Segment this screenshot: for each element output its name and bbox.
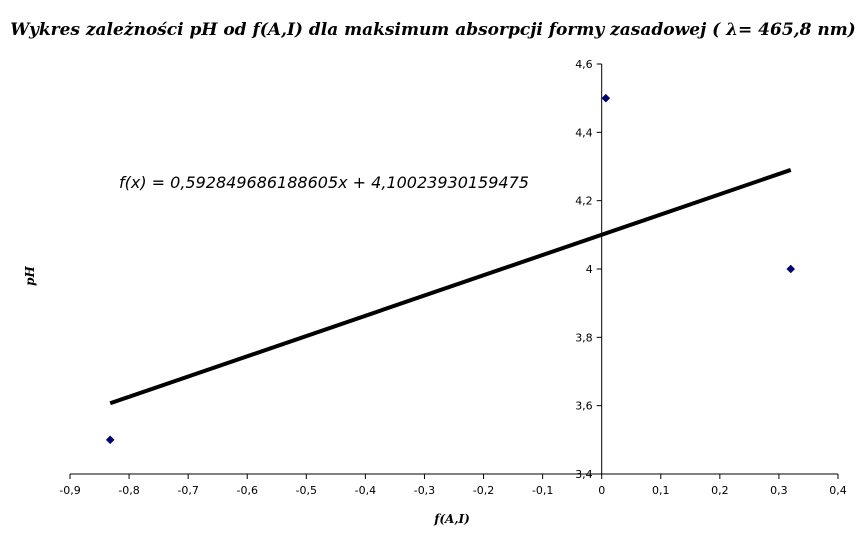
y-tick-label: 4,4 [575,126,593,139]
y-tick-label: 4 [586,263,593,276]
x-tick-label: 0,3 [770,484,788,497]
x-tick-label: -0,1 [532,484,553,497]
x-tick-label: 0,1 [652,484,670,497]
x-tick-label: 0 [598,484,605,497]
y-tick-label: 3,4 [575,468,593,481]
y-tick-label: 3,6 [575,400,593,413]
x-tick-label: 0,4 [829,484,847,497]
x-tick-label: -0,7 [177,484,198,497]
data-point [786,264,796,274]
x-tick-label: -0,3 [414,484,435,497]
trendline-equation: f(x) = 0,592849686188605x + 4,1002393015… [119,173,529,192]
x-tick-label: -0,9 [59,484,80,497]
x-axis-label: f(A,I) [434,512,470,526]
trendline [109,168,792,406]
x-tick-label: -0,4 [355,484,376,497]
x-tick-label: -0,5 [296,484,317,497]
y-tick-label: 3,8 [575,331,593,344]
chart-title: Wykres zależności pH od f(A,I) dla maksi… [10,20,856,40]
data-point [105,435,115,445]
x-tick-label: 0,2 [711,484,729,497]
points-group [105,93,796,445]
data-point [601,93,611,103]
axes-group: -0,9 -0,8 -0,7 -0,6 -0,5 -0,4 -0,3 -0,2 -0,1 0 0,1… [59,58,846,497]
x-tick-label: -0,2 [473,484,494,497]
y-axis-label: pH [23,266,37,286]
x-tick-label: -0,8 [118,484,139,497]
trendline-group [109,168,792,406]
x-tick-label: -0,6 [236,484,257,497]
y-tick-label: 4,2 [575,195,593,208]
y-tick-label: 4,6 [575,58,593,71]
